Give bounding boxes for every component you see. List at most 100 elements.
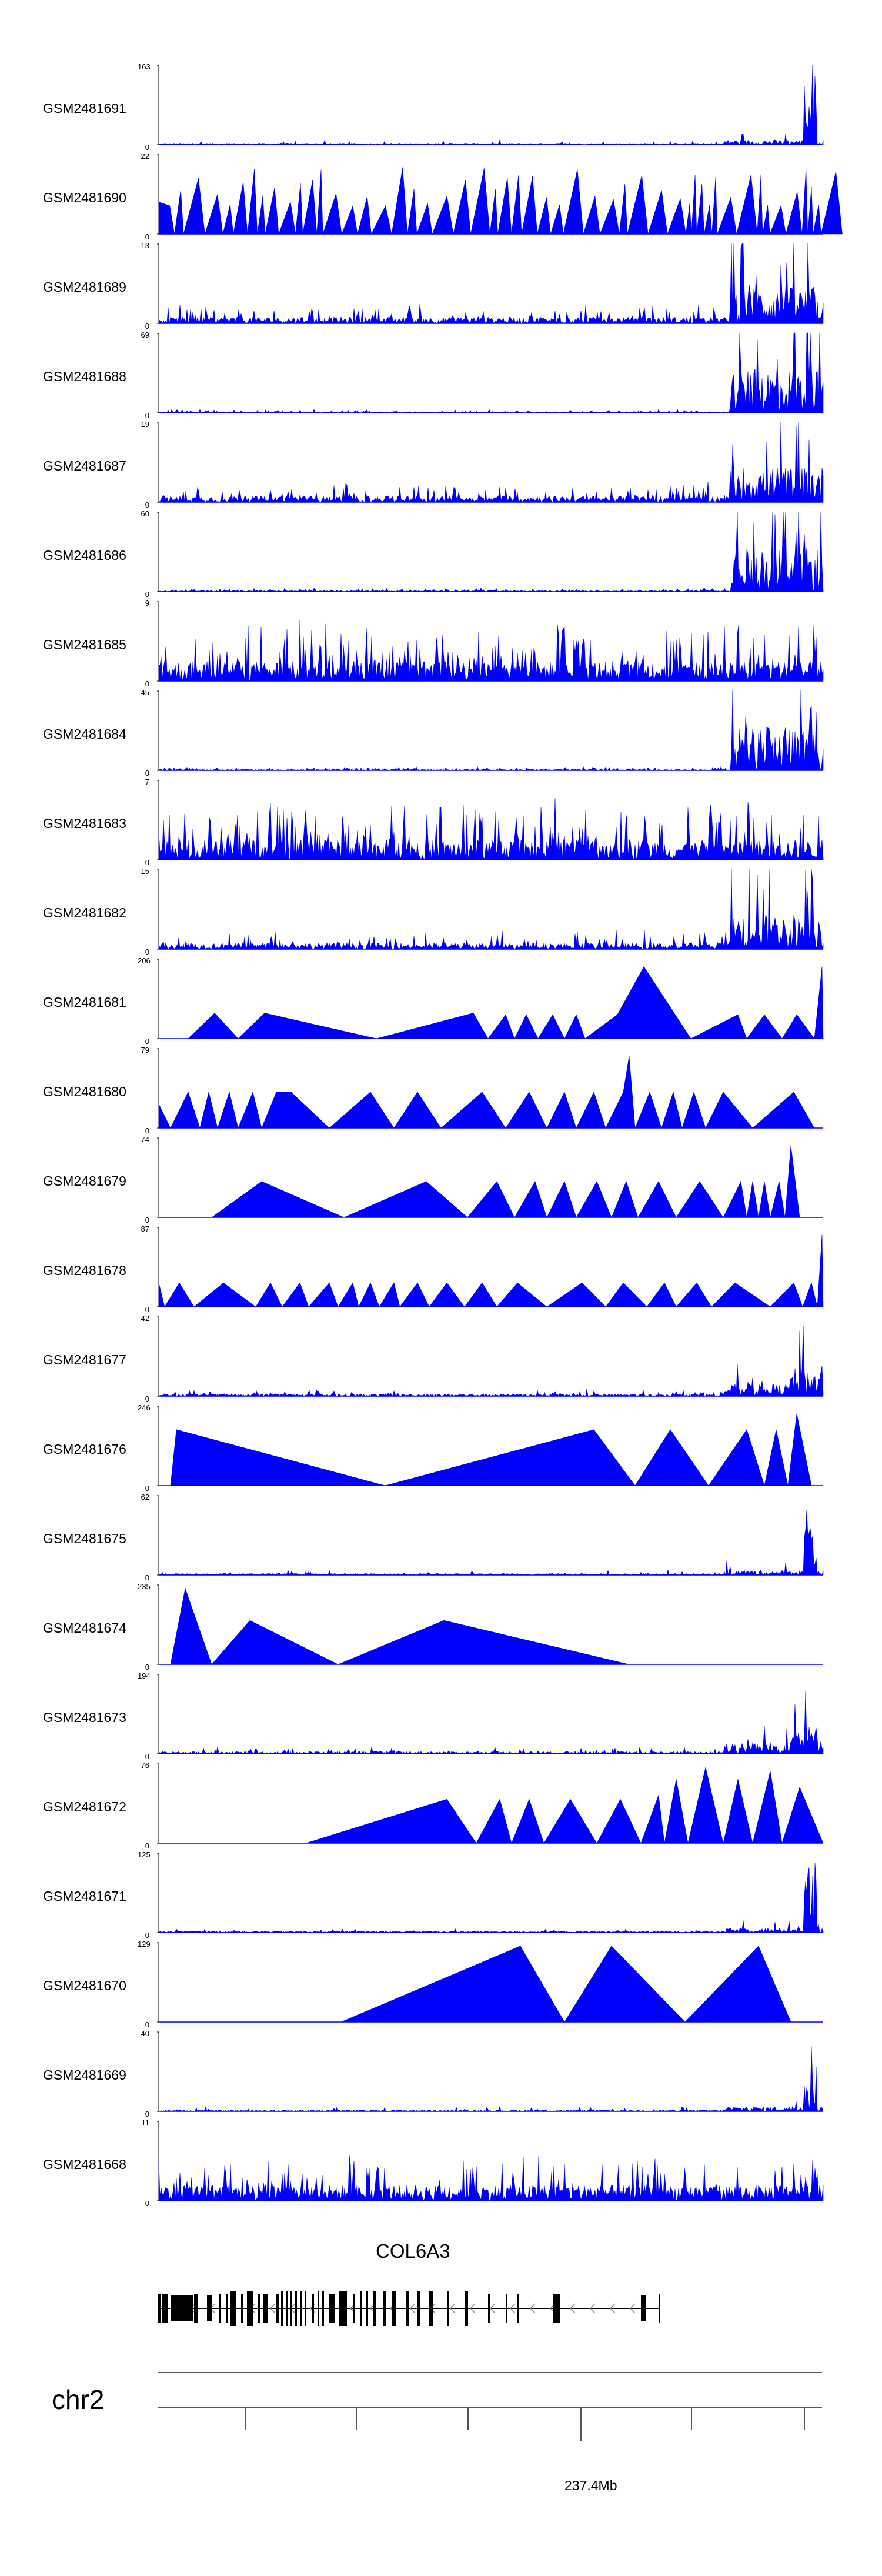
coverage-track: GSM2481678 87 0 [0, 1225, 882, 1315]
coverage-track: GSM2481687 19 0 [0, 420, 882, 510]
exon [194, 2294, 198, 2323]
coverage-track: GSM2481676 246 0 [0, 1404, 882, 1494]
exon [276, 2294, 279, 2323]
gene-model [158, 2291, 660, 2326]
track-ymax-label: 62 [141, 1493, 149, 1501]
track-ymin-label: 0 [145, 1663, 149, 1671]
exon [366, 2291, 368, 2326]
coverage-track: GSM2481679 74 0 [0, 1136, 882, 1226]
coverage-track: GSM2481669 40 0 [0, 2030, 882, 2120]
signal-area [158, 2046, 824, 2112]
track-name: GSM2481683 [43, 816, 126, 831]
strand-chevron [509, 2303, 516, 2314]
signal-area [158, 1325, 824, 1397]
track-signal [157, 959, 824, 1039]
gene-annotation-track: COL6A3 [0, 2235, 882, 2364]
exon [429, 2291, 433, 2326]
strand-chevron [269, 2303, 276, 2314]
exon [290, 2291, 292, 2326]
signal-area [158, 2155, 824, 2201]
track-ymax-label: 15 [141, 867, 149, 876]
track-signal [157, 1763, 824, 1844]
track-name: GSM2481677 [43, 1352, 126, 1367]
track-name: GSM2481687 [43, 458, 126, 473]
track-signal [157, 780, 824, 861]
track-name: GSM2481679 [43, 1173, 126, 1189]
track-ymax-label: 235 [138, 1582, 151, 1591]
track-ymin-label: 0 [145, 2020, 149, 2029]
coverage-track: GSM2481683 7 0 [0, 778, 882, 868]
signal-area [158, 798, 824, 861]
track-name: GSM2481678 [43, 1263, 126, 1278]
track-signal [157, 511, 824, 592]
track-name: GSM2481690 [43, 190, 126, 205]
coverage-track: GSM2481670 129 0 [0, 1940, 882, 2030]
track-signal [157, 1942, 823, 2023]
coverage-track: GSM2481690 22 0 [0, 152, 882, 242]
signal-area [159, 1587, 823, 1665]
exon [392, 2291, 396, 2326]
track-name: GSM2481682 [43, 905, 126, 920]
exon [171, 2295, 193, 2321]
track-name: GSM2481668 [43, 2157, 126, 2172]
track-ymax-label: 19 [141, 420, 149, 429]
exon [226, 2294, 228, 2323]
track-signal [157, 1674, 824, 1754]
exon [488, 2294, 490, 2323]
track-ymax-label: 9 [145, 599, 149, 608]
track-name: GSM2481691 [43, 101, 126, 116]
coverage-track: GSM2481684 45 0 [0, 688, 882, 779]
track-name: GSM2481669 [43, 2067, 126, 2083]
exon [641, 2295, 646, 2321]
track-signal [157, 1137, 823, 1218]
track-name: GSM2481674 [43, 1620, 126, 1636]
coverage-track: GSM2481677 42 0 [0, 1314, 882, 1404]
signal-area [158, 1056, 823, 1129]
track-name: GSM2481685 [43, 637, 126, 652]
track-name: GSM2481689 [43, 279, 126, 295]
exon [417, 2291, 420, 2326]
track-name: GSM2481686 [43, 548, 126, 563]
track-signal [157, 1406, 823, 1487]
strand-chevron [629, 2303, 636, 2314]
track-name: GSM2481671 [43, 1888, 126, 1904]
track-signal [157, 154, 843, 235]
strand-chevron [469, 2303, 476, 2314]
track-ymax-label: 129 [138, 1940, 151, 1948]
exon [339, 2291, 347, 2326]
exon [241, 2294, 243, 2323]
coverage-track: GSM2481688 69 0 [0, 331, 882, 421]
track-signal [157, 2121, 824, 2201]
track-name: GSM2481681 [43, 995, 126, 1010]
coverage-tracks: GSM2481691 163 0 GSM2481690 22 0 GSM2481689 13 0… [0, 63, 882, 2208]
exon [373, 2291, 376, 2326]
strand-chevron [409, 2303, 416, 2314]
track-ymin-label: 0 [145, 1305, 149, 1314]
exon [465, 2291, 468, 2326]
track-ymax-label: 45 [141, 688, 149, 697]
track-ymin-label: 0 [145, 1841, 149, 1850]
track-ymax-label: 76 [141, 1761, 149, 1770]
track-ymin-label: 0 [145, 947, 149, 956]
exon [158, 2294, 161, 2323]
signal-area [158, 243, 824, 324]
track-ymin-label: 0 [145, 322, 149, 331]
exon [322, 2291, 324, 2326]
signal-area [159, 1767, 824, 1844]
track-signal [157, 1316, 824, 1397]
track-ymax-label: 22 [141, 152, 149, 161]
signal-area [158, 64, 824, 145]
coverage-track: GSM2481685 9 0 [0, 599, 882, 689]
track-ymin-label: 0 [145, 1573, 149, 1582]
signal-area [158, 1234, 824, 1307]
track-name: GSM2481688 [43, 369, 126, 384]
signal-area [159, 1413, 823, 1487]
signal-area [159, 1145, 823, 1218]
track-signal [157, 1853, 824, 1933]
coverage-track: GSM2481675 62 0 [0, 1493, 882, 1583]
signal-area [158, 332, 824, 413]
coverage-track: GSM2481673 194 0 [0, 1672, 882, 1762]
track-ymax-label: 69 [141, 331, 149, 339]
track-name: GSM2481680 [43, 1084, 126, 1099]
signal-area [158, 422, 824, 503]
